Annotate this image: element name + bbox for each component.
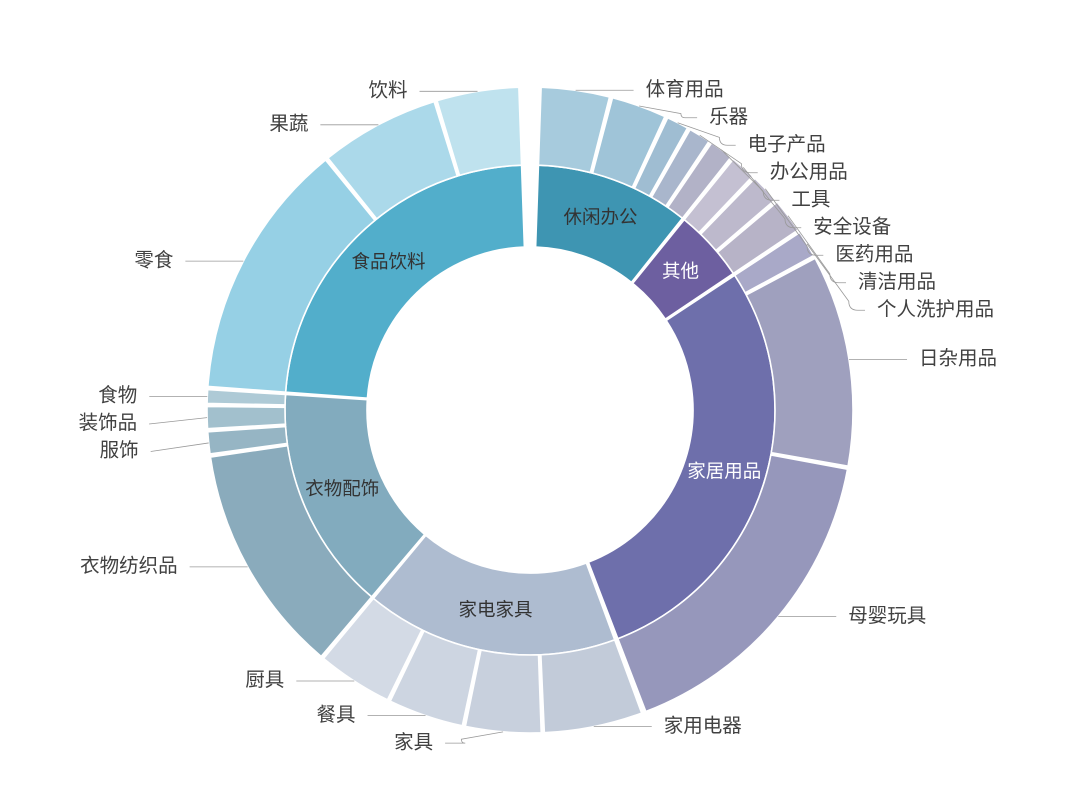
svg-text:零食: 零食 <box>134 249 173 271</box>
svg-text:清洁用品: 清洁用品 <box>858 271 936 293</box>
svg-text:办公用品: 办公用品 <box>770 161 848 183</box>
svg-text:厨具: 厨具 <box>245 669 284 691</box>
svg-text:食物: 食物 <box>98 385 137 407</box>
svg-text:装饰品: 装饰品 <box>79 412 138 434</box>
svg-text:家具: 家具 <box>394 731 433 753</box>
svg-text:工具: 工具 <box>791 188 830 210</box>
svg-text:医药用品: 医药用品 <box>835 243 913 265</box>
svg-text:饮料: 饮料 <box>369 79 408 101</box>
svg-text:服饰: 服饰 <box>100 440 139 462</box>
svg-text:其他: 其他 <box>662 260 699 281</box>
svg-text:家用电器: 家用电器 <box>664 715 742 737</box>
svg-text:家电家具: 家电家具 <box>458 599 532 620</box>
svg-text:餐具: 餐具 <box>317 704 356 726</box>
svg-text:休闲办公: 休闲办公 <box>564 206 638 227</box>
svg-text:衣物纺织品: 衣物纺织品 <box>80 555 178 577</box>
svg-text:食品饮料: 食品饮料 <box>352 251 426 272</box>
svg-text:电子产品: 电子产品 <box>748 133 826 155</box>
svg-text:衣物配饰: 衣物配饰 <box>305 478 379 499</box>
svg-text:安全设备: 安全设备 <box>813 216 891 238</box>
svg-text:母婴玩具: 母婴玩具 <box>848 605 926 627</box>
svg-text:果蔬: 果蔬 <box>269 113 308 135</box>
svg-text:乐器: 乐器 <box>709 106 748 128</box>
svg-text:家居用品: 家居用品 <box>687 460 761 481</box>
svg-text:体育用品: 体育用品 <box>646 78 724 100</box>
svg-text:个人洗护用品: 个人洗护用品 <box>877 298 994 320</box>
svg-text:日杂用品: 日杂用品 <box>919 348 997 370</box>
